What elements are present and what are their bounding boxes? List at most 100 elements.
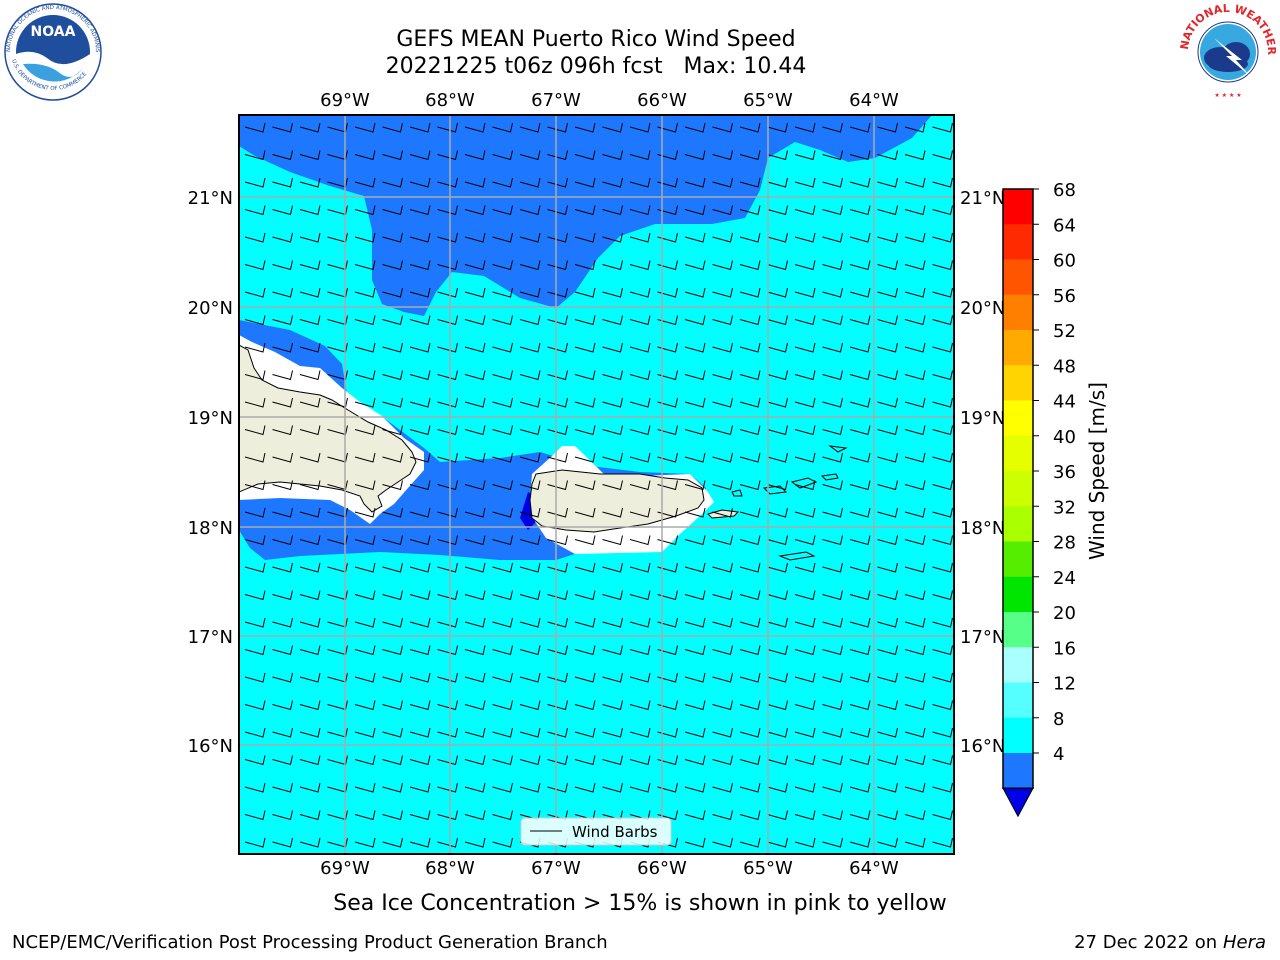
lat-label-right: 20°N: [960, 298, 1005, 319]
wind-barb: [464, 810, 486, 821]
lon-label-bottom: 64°W: [849, 858, 899, 879]
wind-barb: [932, 342, 953, 353]
wind-barb: [602, 782, 623, 793]
wind-barb: [464, 837, 486, 848]
lon-label-bottom: 65°W: [743, 858, 793, 879]
wind-barb: [354, 837, 376, 848]
wind-barb: [739, 122, 761, 133]
wind-barb: [657, 150, 678, 161]
wind-barb: [437, 287, 458, 298]
wind-barb: [904, 397, 926, 408]
wind-barb: [547, 617, 568, 628]
wind-barb: [464, 315, 486, 326]
wind-barb: [382, 837, 403, 848]
wind-barb: [822, 480, 843, 491]
wind-barb: [272, 232, 293, 243]
wind-barb: [382, 700, 403, 711]
wind-barb: [904, 452, 926, 463]
wind-barb: [354, 425, 376, 436]
wind-barb: [382, 260, 403, 271]
wind-barb: [794, 507, 816, 518]
lat-label-right: 19°N: [960, 408, 1005, 429]
lon-label-top: 67°W: [531, 90, 581, 111]
wind-barb: [492, 205, 513, 216]
colorbar-segment: [1003, 435, 1033, 472]
wind-barb: [849, 342, 871, 353]
wind-barb: [354, 700, 376, 711]
wind-barb: [904, 700, 926, 711]
wind-barb: [464, 672, 486, 683]
wind-barb: [382, 177, 403, 188]
wind-barb: [299, 782, 321, 793]
wind-barb: [904, 782, 926, 793]
wind-barb: [409, 370, 431, 381]
wind-barb: [794, 810, 816, 821]
wind-barb: [354, 205, 376, 216]
wind-barb: [354, 590, 376, 601]
wind-barb: [822, 287, 843, 298]
wind-barb: [877, 232, 898, 243]
wind-barb: [849, 205, 871, 216]
wind-barb: [602, 287, 623, 298]
wind-barb: [547, 150, 568, 161]
wind-barb: [492, 727, 513, 738]
wind-barb: [547, 205, 568, 216]
wind-barb: [712, 232, 733, 243]
wind-barb: [822, 342, 843, 353]
wind-barb: [767, 480, 788, 491]
wind-barb: [519, 425, 541, 436]
wind-barb: [464, 755, 486, 766]
colorbar-tick-label: 4: [1053, 744, 1064, 765]
wind-barb: [602, 590, 623, 601]
wind-barb: [272, 397, 293, 408]
wind-barb: [657, 480, 678, 491]
wind-barb: [849, 122, 871, 133]
wind-barb: [409, 177, 431, 188]
lat-label-right: 16°N: [960, 736, 1005, 757]
wind-barb: [739, 205, 761, 216]
wind-barb: [354, 480, 376, 491]
wind-barb: [409, 700, 431, 711]
wind-barb: [244, 425, 266, 436]
wind-barb: [602, 755, 623, 766]
lon-label-top: 64°W: [849, 90, 899, 111]
wind-barb: [382, 645, 403, 656]
wind-barb: [437, 342, 458, 353]
wind-barb: [382, 315, 403, 326]
wind-barb: [602, 480, 623, 491]
wind-barb: [904, 727, 926, 738]
wind-barb: [712, 810, 733, 821]
date-text: 27 Dec 2022 on Hera: [1074, 932, 1266, 953]
lat-label-right: 17°N: [960, 627, 1005, 648]
wind-barb: [602, 370, 623, 381]
wind-barb: [299, 397, 321, 408]
wind-barb: [574, 562, 596, 573]
wind-speed-colorbar: 68 64 60 56 52 48 44 40 36 32 28 24 20 16 12 8 4: [1002, 180, 1076, 818]
wind-barb: [932, 150, 953, 161]
wind-barb: [299, 342, 321, 353]
wind-barb: [519, 287, 541, 298]
wind-barb: [822, 315, 843, 326]
wind-barb: [712, 672, 733, 683]
wind-barb: [437, 645, 458, 656]
credit-text: NCEP/EMC/Verification Post Processing Pr…: [12, 932, 608, 953]
nws-logo: NATIONAL WEATHER SERVICE ★ ★ ★ ★: [1178, 2, 1278, 100]
wind-barb: [657, 287, 678, 298]
wind-barb: [244, 177, 266, 188]
wind-barb: [547, 782, 568, 793]
wind-barb: [519, 370, 541, 381]
wind-barb: [849, 232, 871, 243]
wind-barb: [547, 672, 568, 683]
colorbar-tick-label: 8: [1053, 709, 1064, 730]
wind-barb: [712, 700, 733, 711]
wind-barb: [574, 315, 596, 326]
wind-barb: [657, 782, 678, 793]
wind-barb: [712, 397, 733, 408]
wind-barb: [464, 397, 486, 408]
wind-barb: [822, 507, 843, 518]
wind-barb: [574, 232, 596, 243]
wind-barb: [272, 150, 293, 161]
wind-barb: [547, 177, 568, 188]
wind-barb: [904, 177, 926, 188]
wind-barb: [244, 507, 266, 518]
